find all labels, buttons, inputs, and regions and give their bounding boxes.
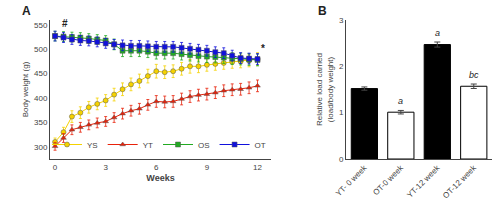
svg-text:YT: YT — [143, 141, 153, 150]
svg-text:3: 3 — [339, 16, 344, 25]
svg-text:OT: OT — [255, 141, 266, 150]
svg-text:500: 500 — [34, 45, 48, 54]
svg-text:3: 3 — [103, 163, 108, 172]
svg-text:a: a — [435, 28, 440, 38]
svg-text:0: 0 — [53, 163, 58, 172]
svg-text:0: 0 — [339, 155, 344, 164]
svg-text:YS: YS — [87, 141, 98, 150]
svg-text:YT-12 week: YT-12 week — [405, 163, 442, 200]
svg-text:Relative load carried(load/bod: Relative load carried(load/body weight) — [315, 53, 334, 126]
svg-text:12: 12 — [253, 163, 262, 172]
svg-text:6: 6 — [154, 163, 159, 172]
svg-text:OS: OS — [198, 141, 210, 150]
svg-text:A: A — [22, 4, 31, 18]
svg-text:1: 1 — [339, 108, 344, 117]
svg-text:a: a — [398, 96, 403, 106]
svg-text:#: # — [62, 18, 68, 29]
svg-text:Body weight (g): Body weight (g) — [21, 61, 30, 117]
svg-text:Weeks: Weeks — [146, 173, 174, 183]
svg-text:OT-12 week: OT-12 week — [441, 163, 479, 201]
svg-text:YT- 0 week: YT- 0 week — [334, 163, 369, 198]
svg-text:450: 450 — [34, 69, 48, 78]
svg-text:9: 9 — [205, 163, 210, 172]
svg-text:550: 550 — [34, 21, 48, 30]
svg-text:300: 300 — [34, 143, 48, 152]
svg-text:bc: bc — [469, 70, 479, 80]
svg-text:400: 400 — [34, 94, 48, 103]
svg-text:B: B — [318, 4, 327, 18]
svg-text:OT-0 week: OT-0 week — [371, 163, 405, 197]
svg-text:*: * — [261, 43, 265, 54]
svg-text:350: 350 — [34, 118, 48, 127]
svg-text:2: 2 — [339, 62, 344, 71]
